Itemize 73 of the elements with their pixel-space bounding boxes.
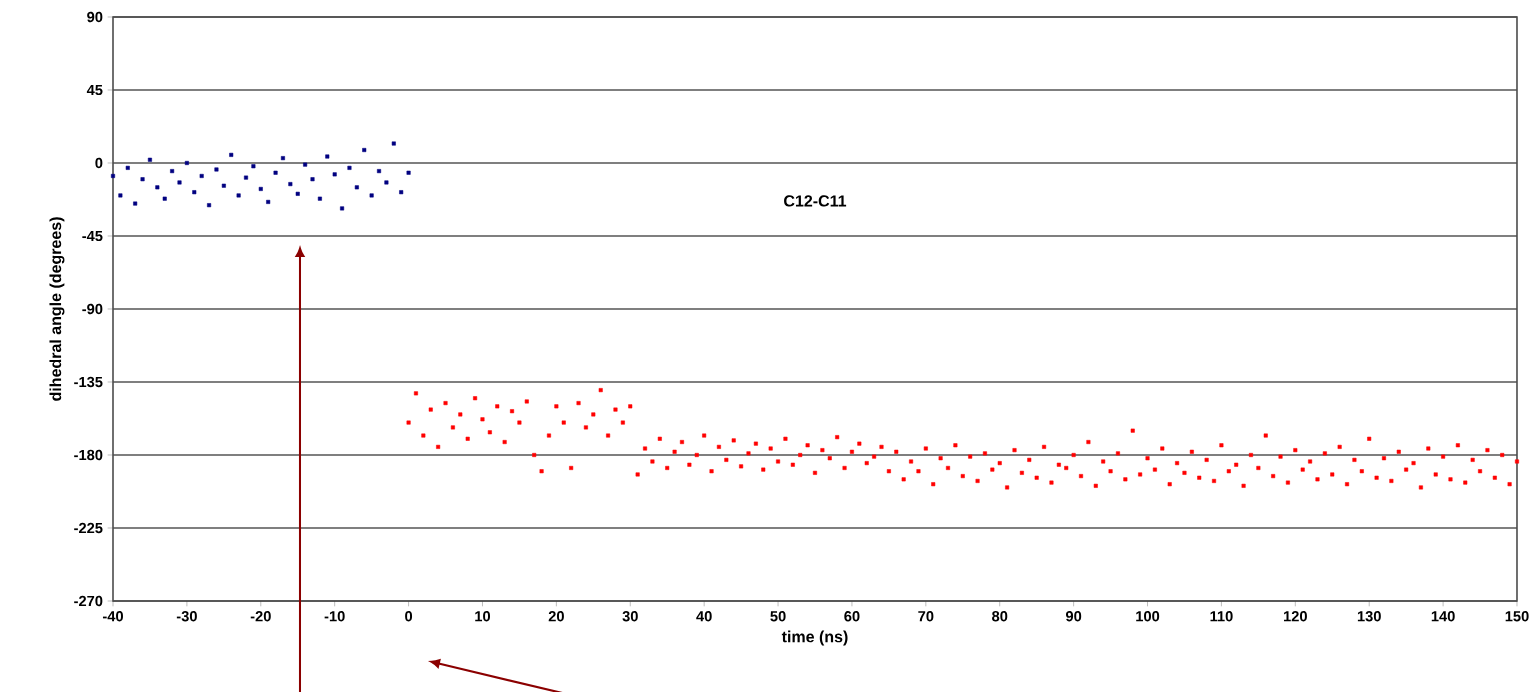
point	[266, 199, 271, 204]
y-tick-label: -135	[74, 376, 103, 388]
y-tick-label: -270	[74, 595, 103, 607]
point	[273, 170, 278, 175]
point	[118, 193, 123, 198]
point	[170, 169, 175, 174]
y-tick-label: -45	[82, 230, 103, 242]
point	[303, 162, 308, 167]
y-axis-title: dihedral angle (degrees)	[49, 217, 65, 401]
point	[184, 160, 189, 165]
x-tick-label: -10	[324, 611, 345, 622]
x-tick-label: 20	[548, 611, 564, 622]
y-tick-label: -90	[82, 303, 103, 315]
point	[347, 165, 352, 170]
point	[288, 182, 293, 187]
x-tick-label: 10	[475, 611, 491, 622]
x-tick-label: 140	[1431, 611, 1455, 622]
point	[162, 196, 167, 201]
x-tick-label: -30	[176, 611, 197, 622]
x-tick-label: 60	[844, 611, 860, 622]
point	[251, 164, 256, 169]
point	[140, 177, 145, 182]
x-tick-label: 70	[918, 611, 934, 622]
point	[192, 190, 197, 195]
point	[317, 196, 322, 201]
point	[221, 183, 226, 188]
point	[325, 154, 330, 159]
x-tick-label: 100	[1136, 611, 1160, 622]
point	[362, 148, 367, 153]
point	[384, 180, 389, 185]
point	[310, 177, 315, 182]
point	[354, 185, 359, 190]
x-tick-label: 50	[770, 611, 786, 622]
point	[199, 173, 204, 178]
point	[332, 172, 337, 177]
point	[377, 169, 382, 174]
point	[258, 186, 263, 191]
point	[295, 191, 300, 196]
point	[111, 173, 116, 178]
point	[155, 185, 160, 190]
x-tick-label: 30	[622, 611, 638, 622]
y-tick-label: -180	[74, 449, 103, 461]
point	[147, 157, 152, 162]
x-tick-label: -40	[102, 611, 123, 622]
point	[399, 190, 404, 195]
x-tick-label: 40	[696, 611, 712, 622]
x-tick-label: 110	[1210, 611, 1233, 622]
annotation: C12-C11	[784, 195, 847, 207]
point	[229, 152, 234, 157]
y-tick-label: 90	[87, 11, 103, 23]
point	[369, 193, 374, 198]
point	[125, 165, 130, 170]
y-tick-label: -225	[74, 522, 103, 534]
x-tick-label: 150	[1505, 611, 1529, 622]
x-tick-label: 80	[992, 611, 1008, 622]
x-tick-label: 120	[1284, 611, 1307, 622]
x-tick-label: 90	[1065, 611, 1082, 622]
point	[244, 175, 249, 180]
point	[214, 167, 219, 172]
point	[207, 203, 212, 208]
point	[236, 193, 241, 198]
point	[406, 170, 411, 175]
x-axis-title: time (ns)	[781, 630, 848, 646]
point	[391, 141, 396, 146]
y-tick-label: 45	[86, 84, 103, 96]
point	[280, 156, 285, 161]
point	[133, 201, 138, 206]
point	[340, 206, 345, 211]
x-tick-label: 0	[405, 611, 413, 622]
x-tick-label: 130	[1357, 611, 1381, 622]
point	[177, 180, 182, 185]
y-tick-label: 0	[95, 157, 103, 169]
x-tick-label: -20	[250, 611, 271, 622]
